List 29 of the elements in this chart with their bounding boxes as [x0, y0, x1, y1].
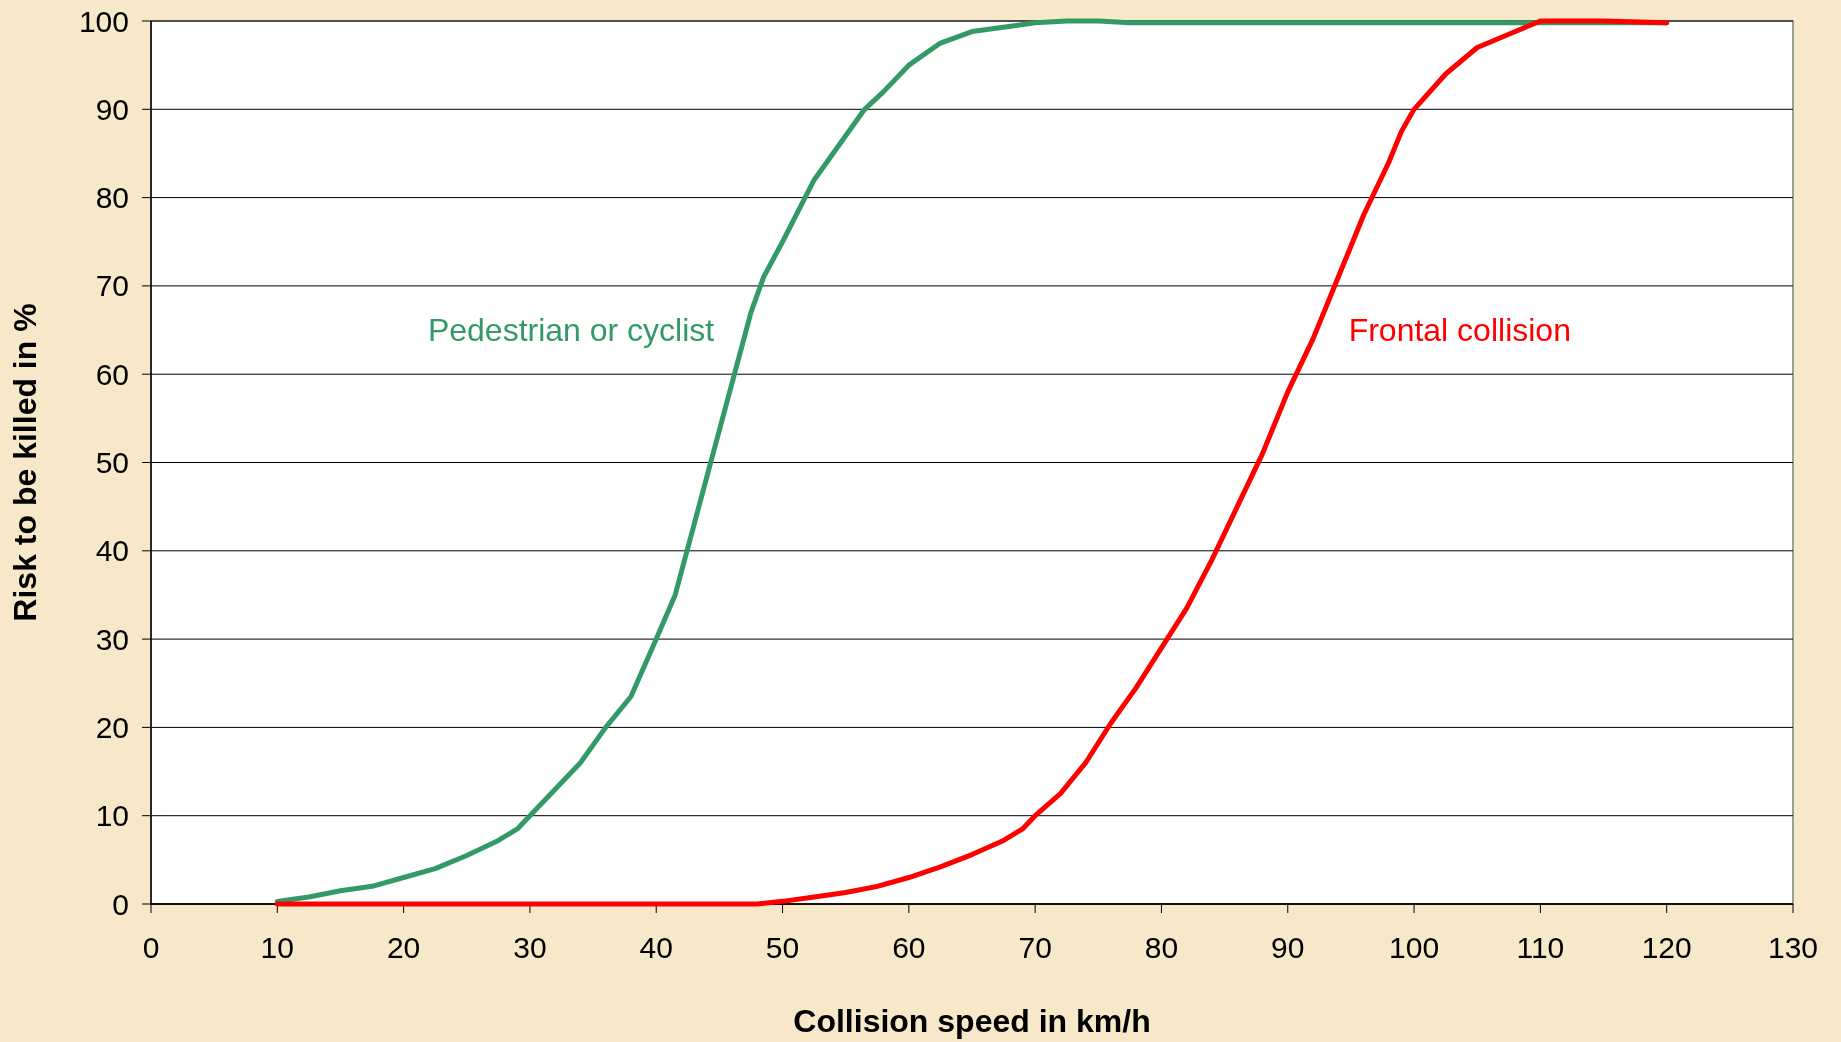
series-label: Frontal collision	[1348, 312, 1571, 349]
y-tick-label: 10	[95, 799, 129, 833]
x-tick-label: 0	[142, 931, 160, 964]
x-axis-title: Collision speed in km/h	[793, 1003, 1151, 1039]
series-label: Pedestrian or cyclist	[427, 312, 715, 349]
y-tick-label: 60	[95, 357, 129, 391]
y-axis-title: Risk to be killed in %	[7, 303, 43, 622]
x-tick-label: 20	[386, 931, 421, 964]
y-tick-label: 80	[95, 181, 129, 215]
x-tick-label: 30	[513, 931, 547, 964]
x-tick-label: 10	[260, 931, 294, 964]
x-tick-label: 100	[1389, 931, 1440, 964]
y-tick-label: 30	[95, 622, 129, 656]
x-tick-label: 110	[1516, 931, 1565, 964]
y-tick-label: 70	[95, 269, 129, 303]
y-tick-label: 40	[95, 534, 129, 568]
x-tick-label: 50	[765, 931, 800, 964]
y-tick-label: 0	[112, 887, 129, 921]
x-tick-label: 60	[892, 931, 926, 964]
x-tick-label: 90	[1271, 931, 1305, 964]
x-tick-label: 80	[1144, 931, 1179, 964]
y-tick-label: 100	[78, 4, 129, 38]
y-tick-label: 50	[95, 446, 129, 479]
y-tick-label: 90	[95, 92, 129, 126]
x-tick-label: 70	[1018, 931, 1052, 964]
x-tick-label: 40	[639, 931, 673, 964]
y-tick-label: 20	[95, 710, 129, 744]
x-tick-label: 120	[1641, 931, 1692, 964]
x-tick-label: 130	[1767, 931, 1819, 964]
